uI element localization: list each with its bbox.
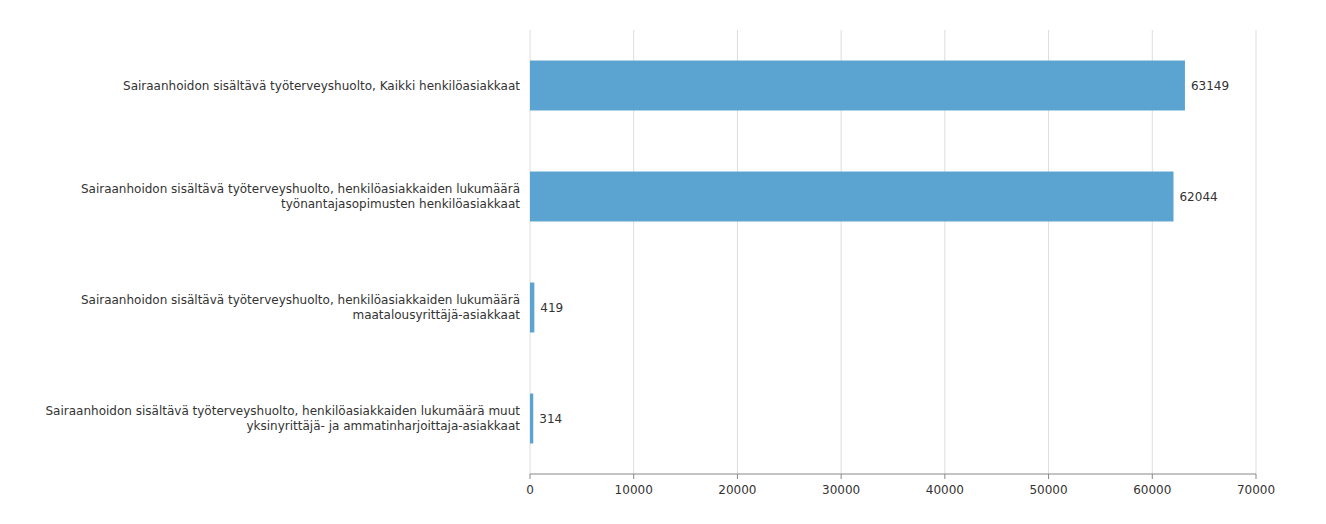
tick-mark bbox=[633, 474, 634, 479]
tick-mark bbox=[737, 474, 738, 479]
grid bbox=[530, 30, 1256, 479]
tick-mark bbox=[1256, 474, 1257, 479]
bars bbox=[530, 61, 1185, 444]
x-tick-label: 40000 bbox=[926, 483, 964, 497]
bar bbox=[530, 283, 534, 333]
x-axis-line bbox=[530, 474, 1256, 475]
x-tick-label: 0 bbox=[526, 483, 534, 497]
chart: 0 10000 20000 30000 40000 50000 60000 70000 314 4… bbox=[0, 0, 1326, 524]
data-label: 62044 bbox=[1179, 190, 1217, 204]
bar bbox=[530, 172, 1173, 222]
x-tick-label: 20000 bbox=[718, 483, 756, 497]
data-label: 63149 bbox=[1191, 79, 1229, 93]
bar bbox=[530, 394, 533, 444]
tick-mark bbox=[1048, 474, 1049, 479]
y-tick-label: Sairaanhoidon sisältävä työterveyshuolto… bbox=[81, 182, 520, 211]
grid-line bbox=[1256, 30, 1257, 474]
y-tick-label: Sairaanhoidon sisältävä työterveyshuolto… bbox=[45, 404, 520, 433]
data-label: 314 bbox=[539, 412, 562, 426]
tick-mark bbox=[841, 474, 842, 479]
x-tick-label: 30000 bbox=[822, 483, 860, 497]
x-tick-label: 50000 bbox=[1029, 483, 1067, 497]
y-tick-label: Sairaanhoidon sisältävä työterveyshuolto… bbox=[81, 293, 520, 322]
x-tick-label: 10000 bbox=[615, 483, 653, 497]
y-tick-label: Sairaanhoidon sisältävä työterveyshuolto… bbox=[123, 79, 520, 93]
data-label: 419 bbox=[540, 301, 563, 315]
x-tick-label: 60000 bbox=[1133, 483, 1171, 497]
tick-mark bbox=[530, 474, 531, 479]
bar bbox=[530, 61, 1185, 111]
chart-container: 0 10000 20000 30000 40000 50000 60000 70000 314 4… bbox=[0, 0, 1326, 524]
x-tick-label: 70000 bbox=[1237, 483, 1275, 497]
tick-mark bbox=[944, 474, 945, 479]
tick-mark bbox=[1152, 474, 1153, 479]
